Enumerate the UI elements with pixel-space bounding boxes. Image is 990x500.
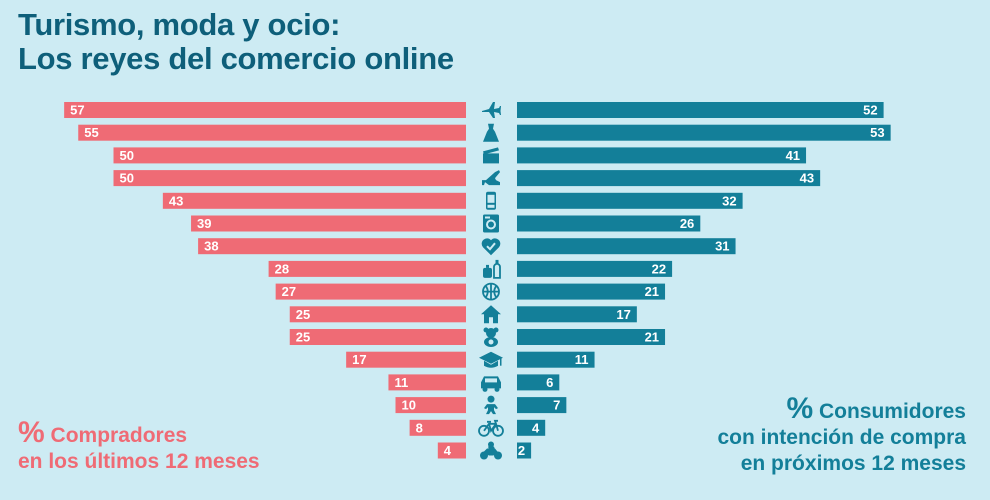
label-compradores-5: 43: [169, 193, 183, 208]
chart-title: Turismo, moda y ocio: Los reyes del come…: [18, 8, 454, 76]
legend-right-pct: %: [786, 392, 814, 425]
bar-consumidores-11: [517, 329, 666, 345]
bar-compradores-1: [64, 102, 467, 118]
bar-consumidores-8: [517, 260, 673, 277]
bar-consumidores-4: [517, 170, 821, 187]
label-consumidores-16: 2: [518, 443, 525, 458]
bar-compradores-16: [437, 442, 466, 459]
label-compradores-2: 55: [84, 125, 98, 140]
label-compradores-14: 10: [402, 398, 416, 413]
legend-right-line1: Consumidores: [818, 400, 966, 423]
bar-compradores-4: [113, 170, 466, 187]
car-icon: [481, 376, 501, 392]
bar-consumidores-15: [517, 419, 546, 436]
bar-consumidores-10: [517, 306, 637, 323]
label-compradores-6: 39: [197, 216, 211, 231]
bar-consumidores-14: [517, 397, 567, 414]
basketball-icon: [482, 282, 500, 301]
label-consumidores-12: 11: [575, 352, 589, 367]
label-consumidores-11: 21: [645, 330, 659, 345]
label-compradores-16: 4: [444, 443, 452, 458]
legend-right-line3: en próximos 12 meses: [740, 452, 966, 475]
bar-consumidores-2: [517, 124, 891, 141]
bar-compradores-8: [268, 260, 466, 277]
label-consumidores-7: 31: [715, 239, 729, 254]
label-compradores-1: 57: [70, 103, 84, 118]
legend-left-pct: %: [18, 416, 45, 449]
label-consumidores-6: 26: [680, 216, 694, 231]
bar-compradores-11: [289, 329, 466, 345]
perfume-icon: [483, 259, 501, 279]
baby-icon: [484, 395, 498, 415]
label-consumidores-4: 43: [800, 171, 814, 186]
bar-compradores-2: [78, 124, 466, 141]
bar-consumidores-16: [517, 442, 532, 459]
bar-consumidores-3: [517, 147, 807, 164]
label-consumidores-10: 17: [616, 307, 630, 322]
legend-left-line1: Compradores: [50, 424, 188, 447]
legend-consumidores: % Consumidores con intención de compra e…: [717, 394, 966, 477]
label-consumidores-15: 4: [532, 420, 540, 435]
label-compradores-8: 28: [275, 261, 289, 276]
label-compradores-7: 38: [204, 239, 218, 254]
bar-consumidores-9: [517, 283, 666, 300]
label-compradores-13: 11: [394, 375, 408, 390]
bar-compradores-12: [346, 351, 466, 368]
bar-consumidores-13: [517, 374, 560, 391]
legend-compradores: % Compradores en los últimos 12 meses: [18, 418, 260, 475]
bar-compradores-15: [409, 419, 466, 436]
bar-compradores-13: [388, 374, 466, 391]
legend-left-line2: en los últimos 12 meses: [18, 450, 260, 473]
plane-icon: [482, 102, 501, 118]
bar-compradores-9: [275, 283, 466, 300]
bar-consumidores-7: [517, 238, 736, 255]
bar-consumidores-12: [517, 351, 595, 368]
label-compradores-9: 27: [282, 284, 296, 299]
bar-consumidores-1: [517, 102, 884, 118]
label-consumidores-5: 32: [722, 193, 736, 208]
title-line-2: Los reyes del comercio online: [18, 41, 454, 76]
bicycle-icon: [478, 419, 504, 437]
mobile-phone-icon: [486, 191, 496, 210]
label-compradores-3: 50: [120, 148, 134, 163]
bar-compradores-7: [198, 238, 466, 255]
bar-compradores-3: [113, 147, 466, 164]
bar-compradores-14: [395, 397, 466, 414]
label-compradores-4: 50: [120, 171, 134, 186]
label-compradores-12: 17: [352, 352, 366, 367]
bar-consumidores-6: [517, 215, 701, 232]
label-compradores-11: 25: [296, 330, 310, 345]
label-consumidores-14: 7: [553, 398, 560, 413]
bar-consumidores-5: [517, 192, 743, 209]
bar-compradores-10: [289, 306, 466, 323]
label-consumidores-1: 52: [863, 103, 877, 118]
label-compradores-15: 8: [416, 420, 423, 435]
high-heel-icon: [482, 170, 500, 186]
label-consumidores-8: 22: [652, 261, 666, 276]
legend-right-line2: con intención de compra: [717, 426, 966, 449]
label-consumidores-13: 6: [546, 375, 553, 390]
house-icon: [481, 305, 501, 324]
label-consumidores-2: 53: [870, 125, 884, 140]
clapperboard-icon: [483, 147, 499, 164]
heart-check-icon: [481, 238, 501, 256]
label-consumidores-9: 21: [645, 284, 659, 299]
title-line-1: Turismo, moda y ocio:: [18, 7, 341, 42]
bar-compradores-6: [191, 215, 467, 232]
label-consumidores-3: 41: [786, 148, 800, 163]
teddy-bear-icon: [483, 327, 499, 347]
dress-icon: [483, 123, 499, 142]
washing-machine-icon: [483, 214, 499, 233]
graduation-cap-icon: [479, 351, 503, 368]
label-compradores-10: 25: [296, 307, 310, 322]
motorcycle-icon: [480, 441, 502, 460]
bar-compradores-5: [162, 192, 466, 209]
